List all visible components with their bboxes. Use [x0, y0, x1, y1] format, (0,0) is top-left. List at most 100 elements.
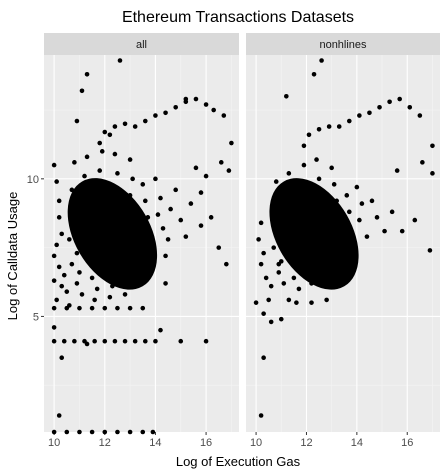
data-point: [268, 319, 274, 325]
point-cluster: [67, 178, 158, 290]
x-tick-label: 10: [48, 437, 60, 449]
data-point: [324, 237, 329, 242]
data-point: [211, 107, 216, 113]
data-point: [256, 237, 261, 242]
data-point: [127, 305, 133, 311]
data-point: [61, 272, 67, 278]
data-point: [61, 338, 67, 344]
data-point: [314, 157, 319, 162]
data-point: [273, 231, 279, 237]
data-point: [89, 226, 95, 231]
data-point: [359, 201, 365, 206]
data-point: [344, 193, 350, 198]
data-point: [107, 132, 113, 138]
data-point: [132, 209, 138, 215]
data-point: [430, 143, 435, 149]
data-point: [77, 429, 82, 435]
data-point: [127, 193, 133, 198]
data-point: [102, 184, 108, 190]
data-point: [163, 110, 168, 116]
data-point: [140, 429, 146, 435]
data-point: [311, 71, 317, 77]
data-point: [221, 113, 227, 118]
data-point: [158, 327, 163, 333]
data-point: [208, 215, 214, 220]
data-point: [64, 305, 70, 311]
data-point: [117, 242, 123, 248]
data-point: [51, 253, 57, 259]
data-point: [336, 228, 342, 234]
data-point: [301, 143, 307, 149]
data-point: [97, 140, 103, 146]
data-point: [349, 242, 355, 248]
data-point: [306, 132, 312, 138]
data-point: [165, 237, 171, 242]
data-point: [132, 124, 138, 129]
data-point: [296, 286, 302, 292]
data-point: [72, 223, 77, 228]
data-point: [115, 171, 120, 176]
data-point: [326, 124, 332, 129]
data-point: [271, 198, 277, 204]
data-point: [193, 96, 199, 102]
data-point: [203, 102, 209, 107]
data-point: [54, 179, 59, 184]
data-point: [102, 338, 108, 344]
data-point: [79, 88, 85, 94]
data-point: [112, 228, 118, 234]
data-point: [263, 275, 269, 281]
data-point: [153, 176, 158, 182]
data-point: [92, 338, 97, 344]
data-point: [226, 168, 232, 173]
data-point: [304, 253, 309, 259]
data-point: [276, 215, 282, 220]
data-point: [339, 259, 345, 264]
data-point: [145, 215, 151, 220]
facet-strip-label: nonhlines: [319, 39, 367, 51]
data-point: [261, 250, 266, 256]
data-point: [122, 292, 128, 297]
data-point: [56, 198, 62, 204]
data-point: [97, 168, 103, 173]
data-point: [266, 297, 271, 303]
data-point: [321, 278, 327, 283]
data-point: [364, 234, 370, 239]
data-point: [331, 182, 337, 187]
data-point: [74, 250, 80, 256]
data-point: [427, 248, 433, 253]
data-point: [67, 237, 72, 242]
data-point: [127, 157, 133, 162]
x-tick-label: 12: [99, 437, 111, 449]
data-point: [258, 413, 264, 418]
data-point: [229, 140, 234, 146]
data-point: [253, 300, 259, 305]
data-point: [56, 215, 62, 220]
data-point: [135, 278, 141, 283]
data-point: [120, 215, 125, 220]
data-point: [97, 245, 103, 250]
data-point: [72, 338, 77, 344]
data-point: [51, 338, 57, 344]
data-point: [158, 195, 163, 201]
x-tick-label: 16: [401, 437, 413, 449]
data-point: [316, 176, 322, 182]
data-point: [107, 294, 113, 300]
data-point: [178, 338, 184, 344]
x-axis-title: Log of Execution Gas: [176, 454, 301, 469]
data-point: [286, 220, 292, 226]
data-point: [301, 226, 307, 231]
data-point: [173, 187, 178, 193]
data-point: [301, 162, 307, 168]
data-point: [137, 267, 143, 272]
data-point: [334, 245, 340, 250]
data-point: [276, 261, 282, 267]
data-point: [258, 261, 264, 267]
facet-panel-all: all 10 12 14 16 5 10: [27, 33, 239, 449]
data-point: [102, 231, 108, 237]
data-point: [59, 231, 65, 237]
data-point: [64, 429, 70, 435]
data-point: [367, 110, 372, 116]
data-point: [316, 223, 322, 228]
data-point: [309, 239, 314, 245]
